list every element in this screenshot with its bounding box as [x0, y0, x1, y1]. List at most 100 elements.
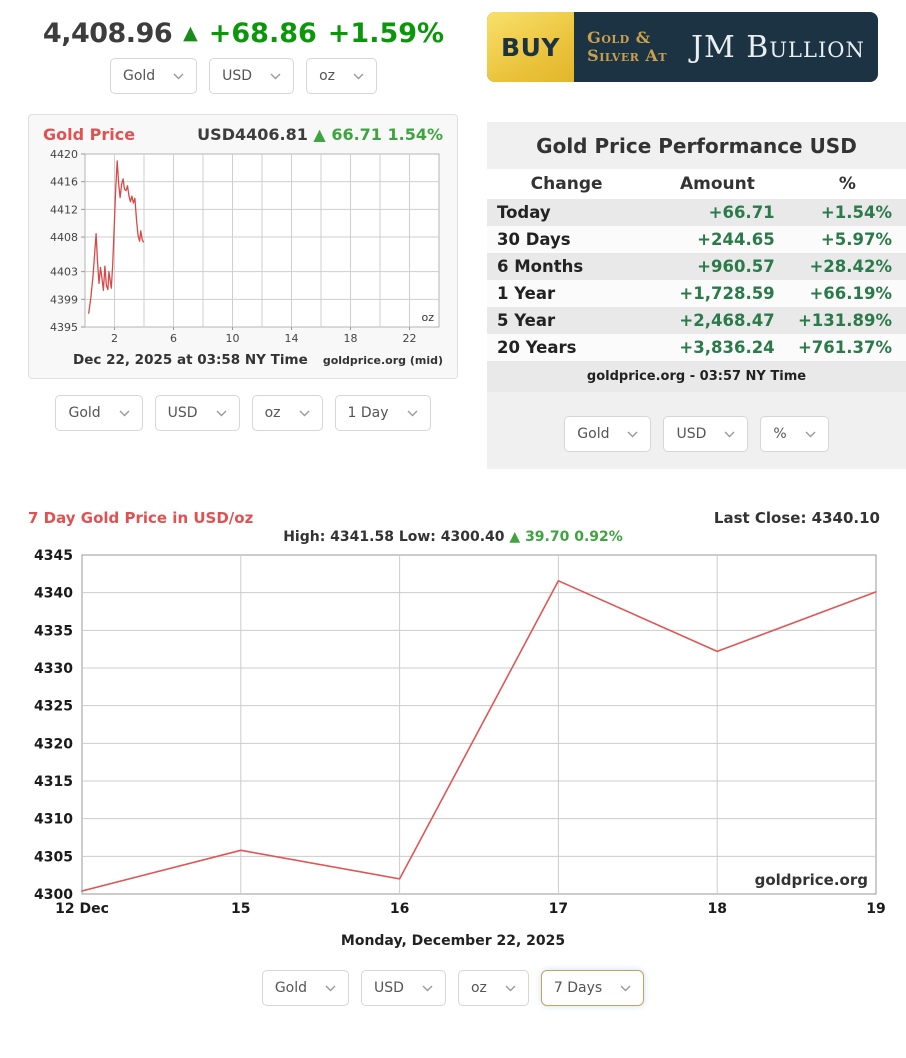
row-pct: +28.42% — [809, 257, 892, 276]
svg-text:12 Dec: 12 Dec — [55, 901, 109, 917]
week-date-label: Monday, December 22, 2025 — [340, 933, 566, 949]
chevron-down-icon — [216, 410, 227, 416]
row-pct: +66.19% — [809, 284, 892, 303]
select-1-day[interactable]: 1 Day — [334, 395, 431, 431]
svg-text:16: 16 — [390, 901, 409, 917]
intraday-price: USD4406.81 — [197, 125, 308, 144]
chevron-down-icon — [270, 73, 281, 79]
intraday-chart-panel: Gold Price USD4406.81 ▲ 66.71 1.54% 4395… — [28, 114, 458, 379]
row-amount: +3,836.24 — [679, 338, 775, 357]
select-value: Gold — [577, 426, 610, 442]
intraday-quote: USD4406.81 ▲ 66.71 1.54% — [197, 125, 443, 144]
select-value: USD — [222, 68, 253, 84]
row-amount: +244.65 — [697, 230, 775, 249]
chevron-down-icon — [173, 73, 184, 79]
select-value: oz — [319, 68, 336, 84]
performance-title: Gold Price Performance USD — [536, 134, 857, 158]
week-high-low: High: 4341.58 Low: 4300.40 ▲ 39.70 0.92% — [20, 529, 886, 545]
week-last-close: Last Close: 4340.10 — [713, 509, 880, 527]
select-oz[interactable]: oz — [457, 970, 529, 1006]
column-header-amount: Amount — [646, 169, 789, 199]
row-amount: +1,728.59 — [679, 284, 775, 303]
performance-panel: Gold Price Performance USD Change Amount… — [487, 122, 906, 469]
week-change: 39.70 0.92% — [525, 529, 623, 545]
column-header-pct: % — [788, 169, 906, 199]
week-chart[interactable]: 4300 4305 4310 4315 4320 4325 4330 4335 4340 4345… — [20, 549, 886, 921]
week-selects: Gold USD oz 7 Days — [20, 970, 886, 1006]
banner-tagline-line2: Silver At — [587, 46, 668, 65]
select-value: USD — [374, 980, 404, 996]
row-amount: +960.57 — [697, 257, 775, 276]
select-oz[interactable]: oz — [251, 395, 323, 431]
svg-text:17: 17 — [549, 901, 568, 917]
svg-text:4335: 4335 — [34, 623, 73, 639]
performance-selects: Gold USD% — [487, 401, 906, 469]
performance-footer: goldprice.org - 03:57 NY Time — [487, 361, 906, 392]
svg-text:22: 22 — [403, 332, 417, 345]
price-ticker: 4,408.96 ▲ +68.86 +1.59% Gold USD oz — [0, 12, 487, 94]
select-value: Gold — [122, 68, 156, 84]
select-gold[interactable]: Gold — [55, 395, 143, 431]
ticker-selects: Gold USD oz — [109, 58, 378, 94]
chevron-down-icon — [325, 985, 336, 991]
week-chart-section: 7 Day Gold Price in USD/oz Last Close: 4… — [20, 509, 886, 1006]
select-value: % — [773, 426, 787, 442]
select-usd[interactable]: USD — [663, 416, 749, 452]
banner-tagline-line1: Gold & — [587, 28, 651, 48]
row-amount: +2,468.47 — [679, 311, 775, 330]
select-7-days[interactable]: 7 Days — [540, 970, 645, 1006]
ticker-line: 4,408.96 ▲ +68.86 +1.59% — [43, 18, 444, 49]
svg-text:19: 19 — [866, 901, 885, 917]
svg-text:4420: 4420 — [50, 149, 78, 161]
table-row: Today +66.71 +1.54% — [487, 199, 906, 226]
select-value: USD — [167, 405, 198, 421]
up-arrow-icon: ▲ — [313, 125, 326, 144]
row-pct: +761.37% — [797, 338, 892, 357]
intraday-chart-header: Gold Price USD4406.81 ▲ 66.71 1.54% — [41, 123, 445, 149]
table-row: 30 Days +244.65 +5.97% — [487, 226, 906, 253]
intraday-change: 66.71 1.54% — [331, 125, 443, 144]
row-label: 30 Days — [497, 230, 571, 249]
svg-text:4300: 4300 — [34, 887, 73, 903]
svg-text:4310: 4310 — [34, 812, 73, 828]
jm-bullion-banner[interactable]: BUY Gold & Silver At JM Bullion — [487, 12, 878, 82]
performance-table: Change Amount % Today +66.71 +1.54% 30 Days… — [487, 169, 906, 361]
select-usd[interactable]: USD — [361, 970, 446, 1006]
chevron-down-icon — [627, 431, 638, 437]
chevron-down-icon — [119, 410, 130, 416]
top-row: 4,408.96 ▲ +68.86 +1.59% Gold USD oz BUY G… — [0, 0, 906, 94]
up-arrow-icon: ▲ — [509, 529, 521, 545]
ticker-price: 4,408.96 — [42, 18, 173, 49]
svg-text:4395: 4395 — [50, 321, 78, 334]
svg-text:4416: 4416 — [50, 176, 78, 189]
row-label: Today — [497, 203, 551, 222]
select-value: Gold — [68, 405, 101, 421]
chevron-down-icon — [299, 410, 310, 416]
banner-tagline: Gold & Silver At — [587, 29, 667, 64]
week-chart-header: 7 Day Gold Price in USD/oz Last Close: 4… — [20, 509, 886, 527]
select-usd[interactable]: USD — [154, 395, 240, 431]
select-oz[interactable]: oz — [306, 58, 378, 94]
svg-text:4412: 4412 — [50, 203, 78, 216]
select-gold[interactable]: Gold — [261, 970, 350, 1006]
select-gold[interactable]: Gold — [564, 416, 652, 452]
banner-brand-area: Gold & Silver At JM Bullion — [574, 12, 878, 82]
intraday-chart[interactable]: 4395 4399 4403 4408 4412 4416 4420 2 6 10 14 18 22 oz — [41, 149, 445, 349]
svg-text:4320: 4320 — [34, 736, 73, 752]
jm-bullion-logo: JM Bullion — [691, 29, 865, 65]
svg-text:18: 18 — [707, 901, 726, 917]
row-label: 20 Years — [497, 338, 577, 357]
buy-button[interactable]: BUY — [487, 12, 574, 82]
select-percent[interactable]: % — [760, 416, 829, 452]
row-label: 5 Year — [497, 311, 556, 330]
svg-text:4315: 4315 — [34, 774, 73, 790]
select-usd[interactable]: USD — [209, 58, 295, 94]
select-gold[interactable]: Gold — [109, 58, 198, 94]
week-chart-title: 7 Day Gold Price in USD/oz — [28, 509, 254, 527]
up-arrow-icon: ▲ — [183, 21, 198, 44]
svg-text:10: 10 — [226, 332, 240, 345]
table-row: 5 Year +2,468.47 +131.89% — [487, 307, 906, 334]
intraday-chart-title: Gold Price — [43, 125, 136, 144]
select-value: oz — [264, 405, 281, 421]
